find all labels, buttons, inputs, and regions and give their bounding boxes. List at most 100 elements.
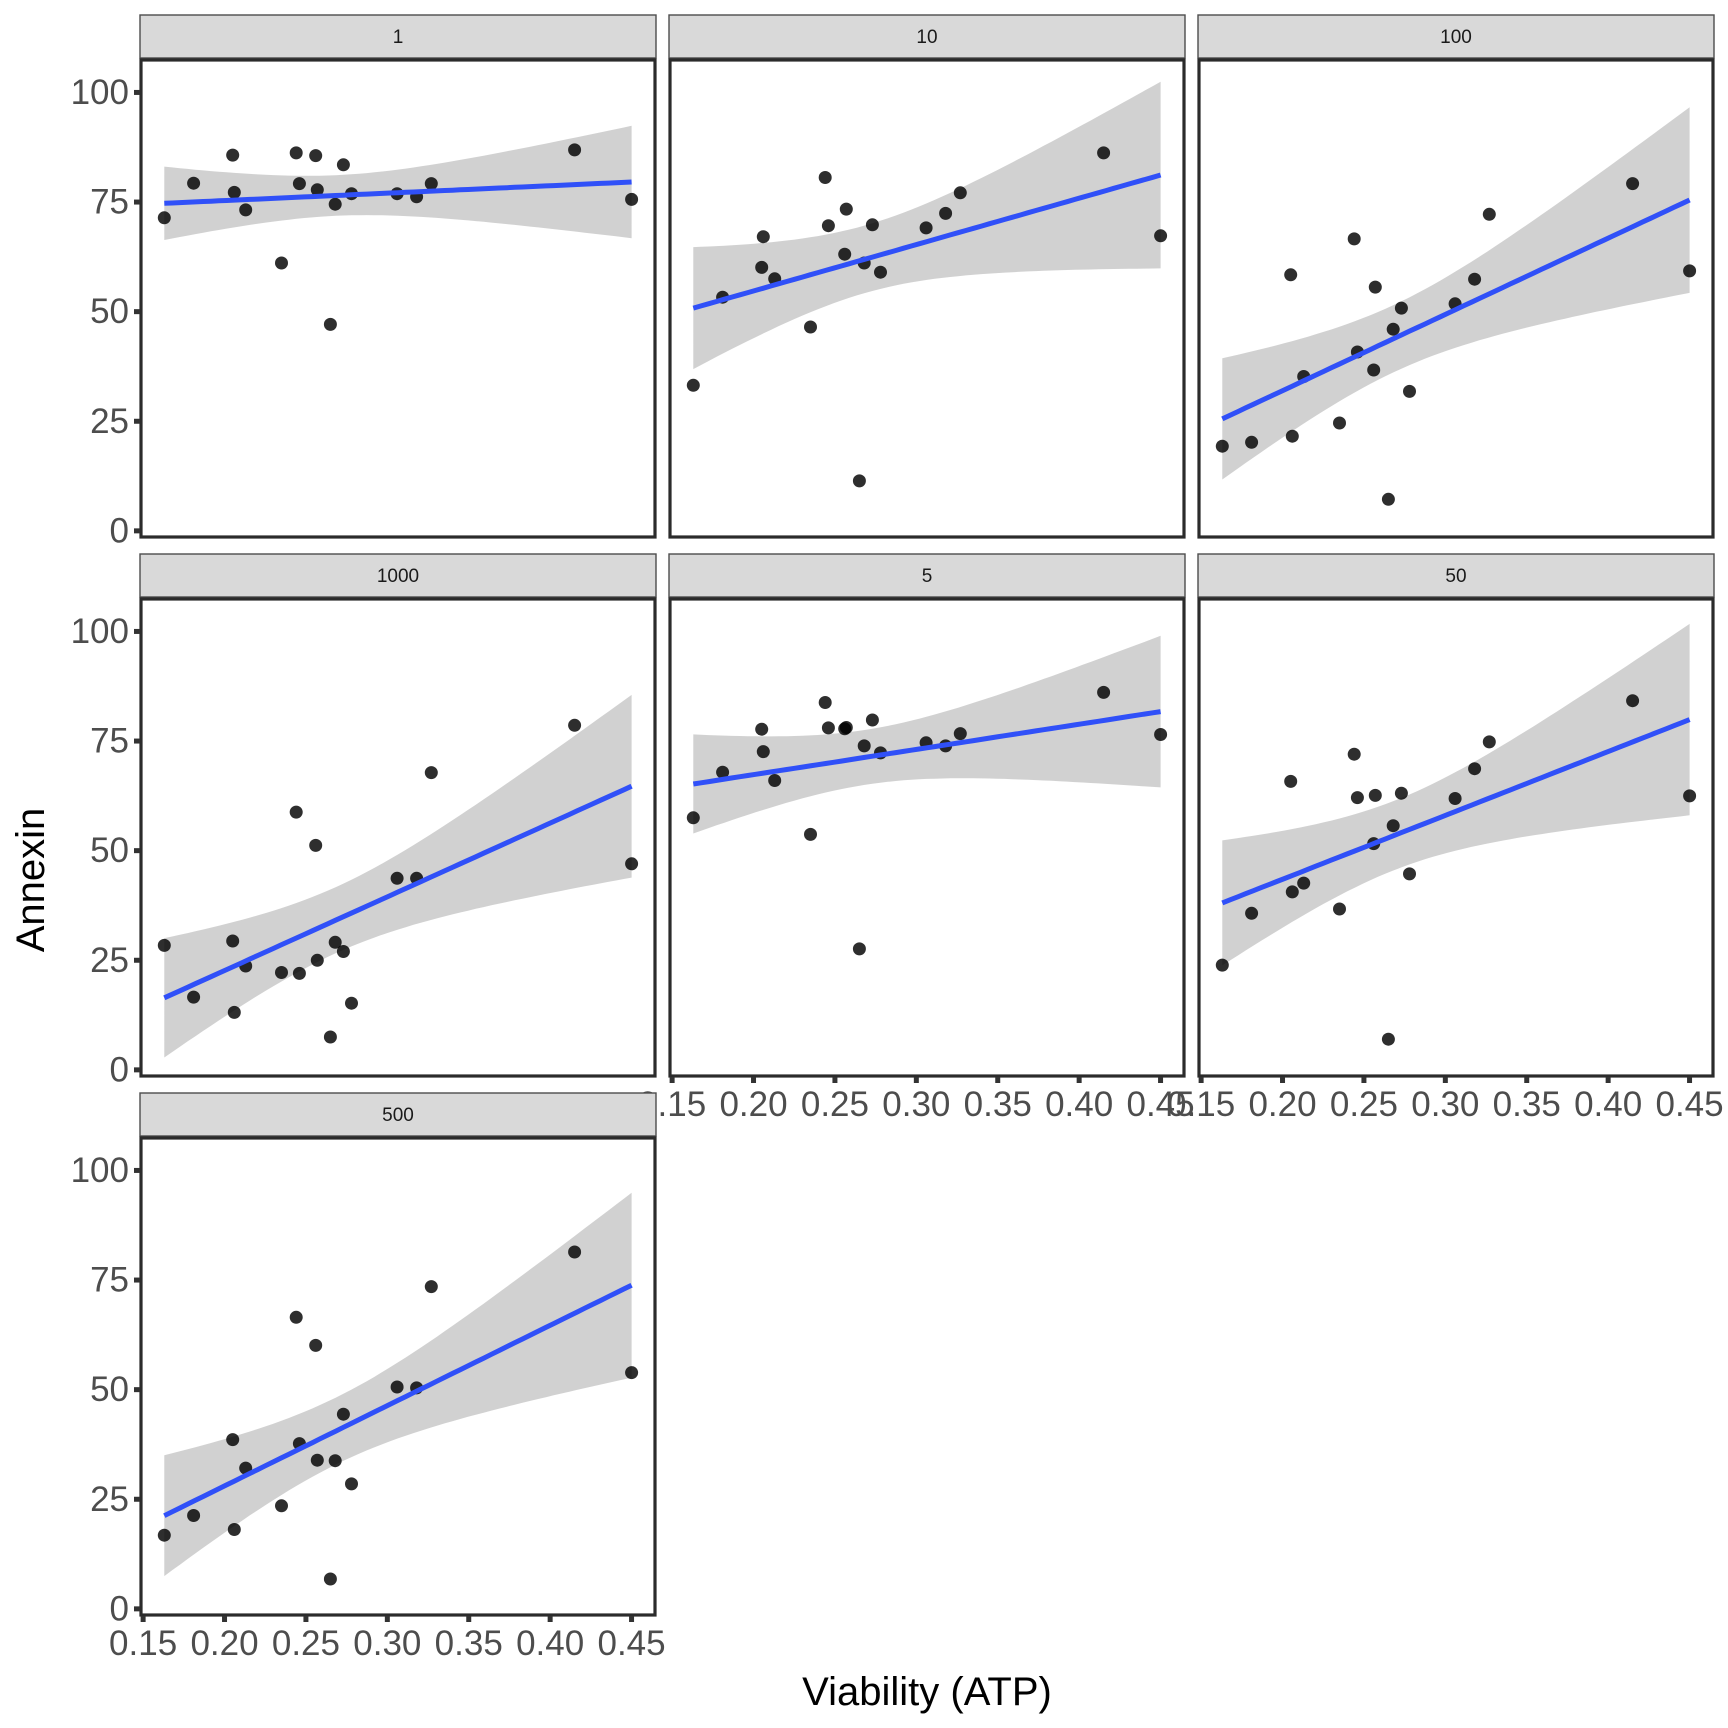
data-point	[756, 745, 770, 759]
regression-line	[1221, 197, 1691, 422]
data-point	[1285, 885, 1299, 899]
data-point	[839, 721, 853, 734]
facet-strip-label: 50	[1445, 566, 1466, 587]
data-point	[1626, 177, 1640, 191]
data-point	[953, 186, 967, 200]
x-tick-label: 0.30	[1411, 1085, 1479, 1124]
data-point	[424, 1280, 438, 1294]
data-point	[328, 1454, 342, 1468]
panel-border	[1197, 58, 1715, 539]
data-point	[1297, 876, 1311, 890]
data-point	[390, 871, 404, 885]
x-tick-label: 0.20	[190, 1624, 258, 1663]
facet-strip	[139, 14, 657, 59]
y-tick-label: 50	[90, 1370, 129, 1409]
facet-panel-100: 100	[1197, 14, 1715, 539]
data-point	[1347, 747, 1361, 761]
data-point	[289, 805, 303, 819]
panel-border	[1197, 597, 1715, 1078]
data-point	[345, 1477, 358, 1491]
panel-border	[139, 1136, 657, 1617]
panel-border	[668, 597, 1186, 1078]
y-tick-label: 25	[90, 941, 129, 980]
y-tick-label: 0	[110, 1050, 129, 1089]
data-point	[157, 211, 171, 225]
data-point	[839, 202, 853, 216]
data-point	[1215, 958, 1229, 972]
regression-line	[1221, 717, 1691, 906]
facet-panel-10: 10	[668, 14, 1186, 539]
data-point	[187, 1509, 201, 1522]
data-point	[1683, 789, 1697, 803]
data-point	[919, 221, 933, 235]
data-point	[1403, 867, 1416, 881]
data-point	[1347, 232, 1361, 246]
x-tick-label: 0.35	[435, 1624, 503, 1663]
x-tick-label: 0.40	[516, 1624, 584, 1663]
data-point	[625, 1366, 639, 1380]
data-point	[275, 256, 288, 270]
facet-strip-label: 5	[922, 566, 933, 587]
data-point	[226, 148, 240, 162]
x-tick-label: 0.25	[272, 1624, 340, 1663]
y-tick-label: 0	[110, 1589, 129, 1628]
y-tick-label: 25	[90, 402, 129, 441]
x-tick-label: 0.15	[109, 1624, 177, 1663]
data-point	[852, 942, 866, 956]
data-point	[328, 935, 342, 949]
x-tick-label: 0.45	[597, 1624, 665, 1663]
facet-panel-500: 500 0 25 50 75 100 0.15 0.20 0.25 0.30 0.35 0.40 0.4…	[71, 1092, 666, 1663]
data-point	[1154, 229, 1168, 243]
regression-line	[163, 1282, 633, 1518]
data-point	[336, 1407, 350, 1421]
data-point	[874, 265, 887, 279]
data-point	[227, 1005, 241, 1019]
data-point	[1245, 906, 1259, 920]
y-tick-label: 50	[90, 292, 129, 331]
x-tick-label: 0.25	[801, 1085, 869, 1124]
data-point	[1215, 439, 1229, 453]
data-point	[1154, 728, 1168, 741]
data-point	[310, 183, 324, 197]
panel-border	[668, 58, 1186, 539]
data-point	[821, 219, 835, 233]
x-tick-label: 0.20	[719, 1085, 787, 1124]
data-point	[865, 713, 879, 727]
facet-strip-label: 500	[382, 1105, 414, 1126]
data-point	[852, 474, 866, 488]
data-point	[323, 1572, 337, 1586]
y-tick-label: 0	[110, 511, 129, 550]
data-point	[309, 838, 323, 852]
data-point	[568, 143, 582, 157]
data-point	[1381, 1032, 1395, 1046]
y-tick-label: 50	[90, 831, 129, 870]
data-point	[227, 185, 241, 199]
data-point	[289, 146, 303, 160]
data-point	[226, 1433, 240, 1447]
data-point	[568, 718, 582, 732]
data-point	[755, 260, 769, 274]
data-point	[292, 177, 306, 191]
data-point	[804, 827, 817, 841]
data-point	[1468, 762, 1482, 776]
regression-line	[164, 179, 632, 206]
data-point	[804, 320, 817, 334]
facet-strip-label: 10	[916, 27, 937, 48]
data-point	[1394, 301, 1408, 315]
data-point	[187, 176, 201, 190]
y-tick-label: 100	[71, 1151, 129, 1190]
x-tick-label: 0.45	[1655, 1085, 1723, 1124]
facet-strip-label: 100	[1440, 27, 1472, 48]
data-point	[756, 230, 770, 244]
data-point	[1368, 280, 1382, 294]
data-point	[1468, 272, 1482, 286]
y-tick-label: 75	[90, 1261, 129, 1300]
data-point	[1403, 384, 1416, 398]
data-point	[716, 765, 730, 779]
data-point	[625, 192, 639, 206]
y-tick-label: 25	[90, 1480, 129, 1519]
data-point	[239, 203, 253, 217]
y-tick-label: 75	[90, 722, 129, 761]
data-point	[345, 996, 358, 1010]
data-point	[953, 727, 967, 741]
